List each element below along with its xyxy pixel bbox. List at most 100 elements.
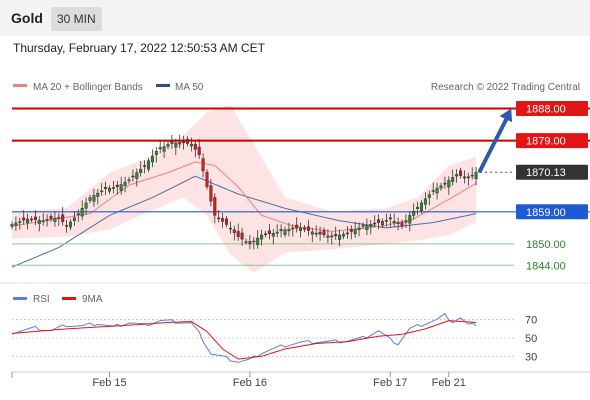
candle-body — [182, 140, 186, 144]
candle-body — [338, 234, 342, 240]
candle-body — [65, 225, 69, 227]
candle-body — [287, 228, 291, 232]
candle — [361, 222, 365, 229]
candle-body — [135, 172, 139, 179]
candle-body — [466, 176, 470, 179]
candle-body — [111, 187, 115, 189]
candle — [217, 210, 221, 223]
candle — [22, 210, 26, 225]
chart-legend: MA 20 + Bollinger Bands MA 50 Research ©… — [13, 82, 580, 305]
candle — [189, 137, 193, 152]
candle-body — [84, 202, 88, 209]
candle-body — [209, 185, 213, 202]
candle-body — [260, 234, 264, 240]
candle — [306, 220, 310, 236]
candle-body — [240, 232, 244, 240]
candle — [201, 153, 205, 178]
candle-body — [256, 237, 260, 245]
candle-body — [361, 225, 365, 227]
candle — [252, 236, 256, 250]
candle-body — [185, 138, 189, 144]
candle-body — [291, 227, 295, 230]
candle-body — [299, 227, 303, 231]
level-label-1888.00: 1888.00 — [526, 104, 566, 116]
candle-body — [283, 229, 287, 235]
candle — [408, 211, 412, 232]
candle-body — [365, 224, 369, 230]
candle — [205, 169, 209, 190]
projection-arrow-head — [499, 108, 513, 123]
candle-body — [416, 206, 420, 210]
candle-body — [357, 227, 361, 230]
candle-body — [400, 222, 404, 227]
candle — [53, 211, 57, 227]
candle — [92, 188, 96, 207]
candle — [381, 218, 385, 228]
candle-body — [131, 175, 135, 178]
candle-body — [404, 220, 408, 223]
rsi-legend-label: RSI — [33, 294, 50, 305]
bollinger-band-area — [12, 104, 477, 273]
candle-body — [271, 232, 275, 237]
ma50-legend-label: MA 50 — [175, 82, 204, 93]
candle — [384, 213, 388, 227]
candle-body — [455, 174, 459, 177]
candle — [388, 213, 392, 227]
candle-body — [326, 235, 330, 238]
ma20-legend-swatch — [13, 84, 27, 87]
time-axis-label: Feb 17 — [373, 377, 407, 389]
candle — [213, 193, 217, 224]
candle — [123, 176, 127, 193]
candle — [423, 192, 427, 210]
candle-body — [22, 217, 26, 221]
candle-body — [342, 233, 346, 237]
candle — [427, 190, 431, 206]
candle — [279, 224, 283, 238]
candle-body — [451, 177, 455, 182]
candle-body — [33, 216, 37, 220]
candle — [392, 213, 396, 227]
candle — [30, 216, 34, 223]
candle-body — [88, 197, 92, 201]
candle-body — [201, 158, 205, 172]
time-axis-label: Feb 21 — [432, 377, 466, 389]
rsi-panel: 70 50 30 — [11, 312, 537, 363]
ma50-legend-swatch — [156, 84, 170, 87]
time-axis-label: Feb 15 — [92, 377, 126, 389]
candle — [459, 167, 463, 179]
candle — [412, 203, 416, 220]
candle — [45, 214, 49, 227]
candle — [100, 183, 104, 196]
candle — [115, 180, 119, 195]
candle-body — [30, 218, 34, 221]
candle-body — [174, 142, 178, 148]
candle — [474, 166, 478, 186]
candle — [369, 220, 373, 235]
candle — [14, 216, 18, 231]
instrument-title: Gold — [11, 10, 43, 26]
candle — [431, 182, 435, 195]
candle-body — [408, 215, 412, 224]
candle — [232, 225, 236, 241]
timestamp: Thursday, February 17, 2022 12:50:53 AM … — [13, 41, 265, 55]
level-label-1870.13: 1870.13 — [526, 167, 566, 179]
rsi-tick-30: 30 — [525, 351, 537, 363]
candle — [166, 141, 170, 150]
candle — [470, 167, 474, 180]
candle — [57, 213, 61, 226]
candle-body — [384, 219, 388, 222]
candle — [338, 229, 342, 247]
copyright-label: Research © 2022 Trading Central — [431, 82, 580, 93]
candle — [197, 139, 201, 159]
candle — [228, 221, 232, 234]
candle — [314, 225, 318, 238]
candle-body — [381, 221, 385, 226]
candle — [396, 217, 400, 231]
candle — [158, 139, 162, 153]
timeframe-badge[interactable]: 30 MIN — [51, 7, 102, 31]
candle-body — [193, 143, 197, 150]
candle — [80, 200, 84, 221]
candle — [209, 179, 213, 207]
candle — [345, 226, 349, 239]
